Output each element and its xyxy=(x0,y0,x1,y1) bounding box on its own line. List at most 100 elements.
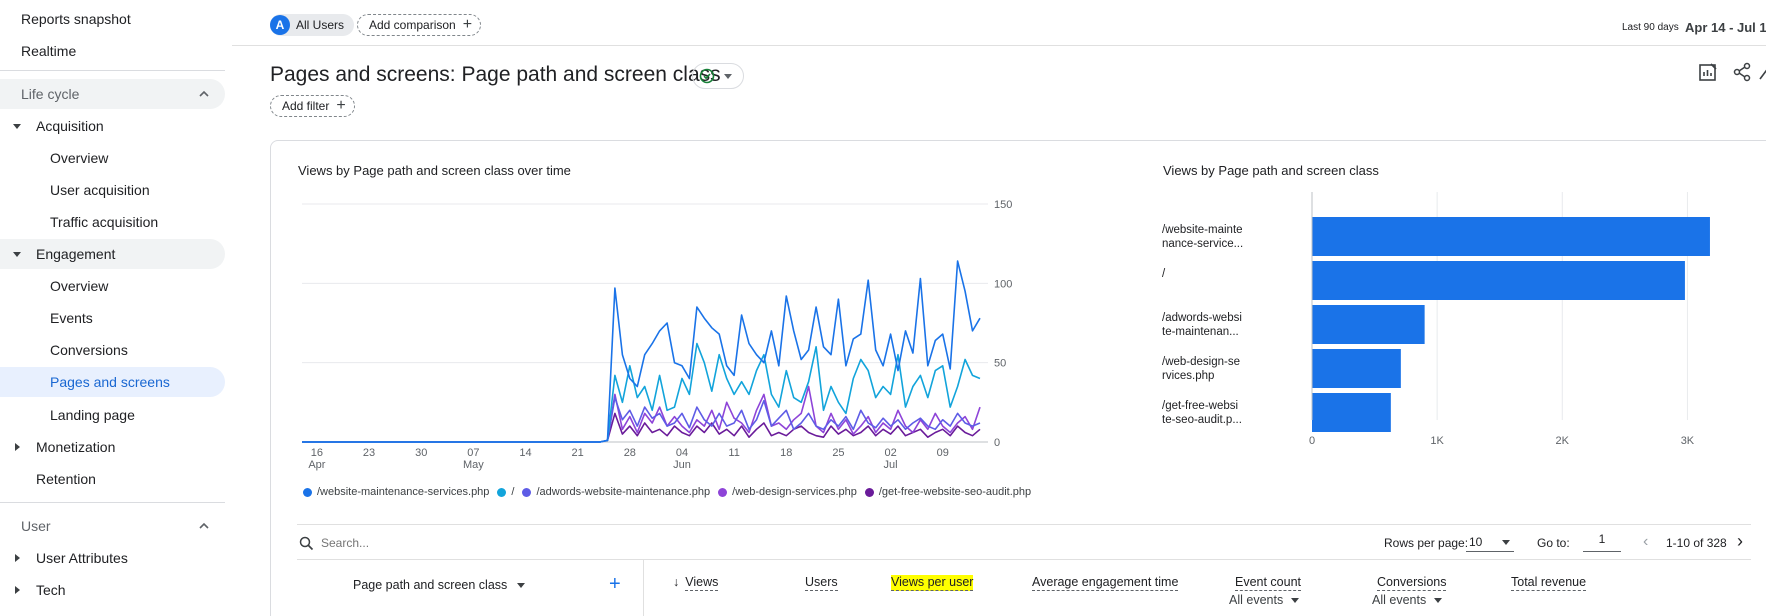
search-icon xyxy=(299,536,314,551)
nav-user-acquisition[interactable]: User acquisition xyxy=(0,175,225,205)
nav-reports-snapshot[interactable]: Reports snapshot xyxy=(0,4,225,34)
bar-category-label: /get-free-websi xyxy=(1162,400,1238,412)
date-range-label: Last 90 days xyxy=(1622,22,1679,33)
section-user[interactable]: User xyxy=(0,511,225,541)
legend-label: /adwords-website-maintenance.php xyxy=(536,486,711,498)
caret-right-icon xyxy=(15,586,20,594)
nav-acquisition-overview[interactable]: Overview xyxy=(0,143,225,173)
nav-realtime[interactable]: Realtime xyxy=(0,36,225,66)
legend-item[interactable]: / xyxy=(497,486,514,498)
nav-acquisition[interactable]: Acquisition xyxy=(0,111,225,141)
nav-label: User acquisition xyxy=(50,182,150,198)
nav-label: User Attributes xyxy=(36,550,128,566)
caret-right-icon xyxy=(15,443,20,451)
share-icon[interactable] xyxy=(1731,61,1753,83)
rows-per-page-select[interactable]: 10 xyxy=(1466,532,1514,552)
plus-icon: + xyxy=(336,97,346,114)
insights-icon[interactable] xyxy=(1757,61,1766,83)
bar-category-label: te-seo-audit.p... xyxy=(1162,414,1242,426)
chevron-left-icon[interactable]: ‹ xyxy=(1643,533,1649,550)
nav-traffic-acquisition[interactable]: Traffic acquisition xyxy=(0,207,225,237)
section-lifecycle[interactable]: Life cycle xyxy=(0,79,225,109)
add-filter-button[interactable]: Add filter + xyxy=(270,95,355,117)
col-total-revenue[interactable]: Total revenue xyxy=(1511,575,1587,591)
goto-label: Go to: xyxy=(1537,536,1570,550)
col-views-per-user[interactable]: Views per user xyxy=(891,575,974,591)
col-event-count[interactable]: Event count xyxy=(1235,575,1302,591)
customize-report-icon[interactable] xyxy=(1697,61,1719,83)
event-count-filter[interactable]: All events xyxy=(1229,593,1300,607)
nav-label: Events xyxy=(50,310,93,326)
nav-monetization[interactable]: Monetization xyxy=(0,432,225,462)
nav-conversions[interactable]: Conversions xyxy=(0,335,225,365)
col-views[interactable]: ↓ Views xyxy=(673,575,719,591)
legend-swatch xyxy=(497,487,507,497)
col-conversions[interactable]: Conversions xyxy=(1377,575,1447,591)
y-tick-label: 0 xyxy=(994,437,1000,449)
nav-pages-and-screens[interactable]: Pages and screens xyxy=(0,367,225,397)
legend-swatch xyxy=(303,487,312,497)
x-tick-label: 23 xyxy=(363,447,375,459)
x-tick-label: 02 xyxy=(884,447,896,459)
nav-engagement-overview[interactable]: Overview xyxy=(0,271,225,301)
bar-category-label: /website-mainte xyxy=(1162,224,1243,236)
col-label: Average engagement time xyxy=(1032,575,1179,591)
bar-category-label: nance-service... xyxy=(1162,238,1243,250)
add-comparison-button[interactable]: Add comparison + xyxy=(357,14,482,36)
x-tick-month-label: Jun xyxy=(673,459,691,471)
x-tick-label: 16 xyxy=(311,447,323,459)
nav-user-attributes[interactable]: User Attributes xyxy=(0,543,225,573)
top-bar: A All Users Add comparison + Last 90 day… xyxy=(232,0,1766,46)
legend-swatch xyxy=(864,487,874,497)
date-range-picker[interactable]: Apr 14 - Jul 12 xyxy=(1685,20,1766,35)
col-users[interactable]: Users xyxy=(805,575,838,591)
report-status-chip[interactable] xyxy=(692,63,744,89)
caret-down-icon xyxy=(13,252,21,257)
rows-per-page-label: Rows per page: xyxy=(1384,536,1469,550)
x-tick-month-label: Apr xyxy=(308,459,325,471)
divider xyxy=(0,502,225,503)
legend-item[interactable]: /adwords-website-maintenance.php xyxy=(522,486,710,498)
legend-item[interactable]: /get-free-website-seo-audit.php xyxy=(864,486,1032,498)
segment-label: All Users xyxy=(296,18,345,32)
pagination-range: 1-10 of 328 xyxy=(1666,536,1727,550)
nav-label: Traffic acquisition xyxy=(50,214,159,230)
col-avg-engagement[interactable]: Average engagement time xyxy=(1032,575,1179,591)
x-tick-label: 28 xyxy=(624,447,636,459)
table-search-input[interactable] xyxy=(321,531,621,555)
legend-swatch xyxy=(522,487,532,497)
nav-tech[interactable]: Tech xyxy=(0,575,225,605)
goto-page-input[interactable]: 1 xyxy=(1583,532,1621,552)
bar-chart: 0 1K 2K 3K/website-mainte nance-service... / /… xyxy=(1162,192,1710,447)
x-tick-label: 0 xyxy=(1309,435,1315,447)
conversions-filter[interactable]: All events xyxy=(1372,593,1443,607)
legend-item[interactable]: /web-design-services.php xyxy=(718,486,857,498)
nav-label: Overview xyxy=(50,150,109,166)
y-tick-label: 150 xyxy=(994,199,1012,211)
nav-engagement[interactable]: Engagement xyxy=(0,239,225,269)
check-circle-icon xyxy=(699,68,715,84)
bar xyxy=(1312,305,1425,344)
chevron-right-icon[interactable]: › xyxy=(1737,531,1743,551)
nav-label: Overview xyxy=(50,278,109,294)
bar-category-label: te-maintenan... xyxy=(1162,326,1239,338)
caret-down-icon xyxy=(1291,598,1300,604)
legend-label: / xyxy=(511,486,515,498)
nav-landing-page[interactable]: Landing page xyxy=(0,400,225,430)
nav-events[interactable]: Events xyxy=(0,303,225,333)
plus-icon: + xyxy=(462,16,473,33)
legend-label: /get-free-website-seo-audit.php xyxy=(878,486,1032,498)
bar-category-label: / xyxy=(1162,268,1166,280)
series-line xyxy=(302,342,981,443)
series-line xyxy=(302,260,981,443)
x-tick-label: 3K xyxy=(1681,435,1695,447)
add-dimension-icon[interactable]: + xyxy=(609,573,621,595)
segment-chip[interactable]: A All Users xyxy=(270,14,355,36)
rows-per-page-value: 10 xyxy=(1469,534,1483,549)
sort-arrow-down-icon: ↓ xyxy=(673,575,680,589)
col-label: Conversions xyxy=(1377,575,1447,591)
x-tick-label: 25 xyxy=(832,447,844,459)
legend-item[interactable]: /website-maintenance-services.php xyxy=(303,486,489,498)
nav-retention[interactable]: Retention xyxy=(0,464,225,494)
dimension-header[interactable]: Page path and screen class xyxy=(353,578,526,592)
